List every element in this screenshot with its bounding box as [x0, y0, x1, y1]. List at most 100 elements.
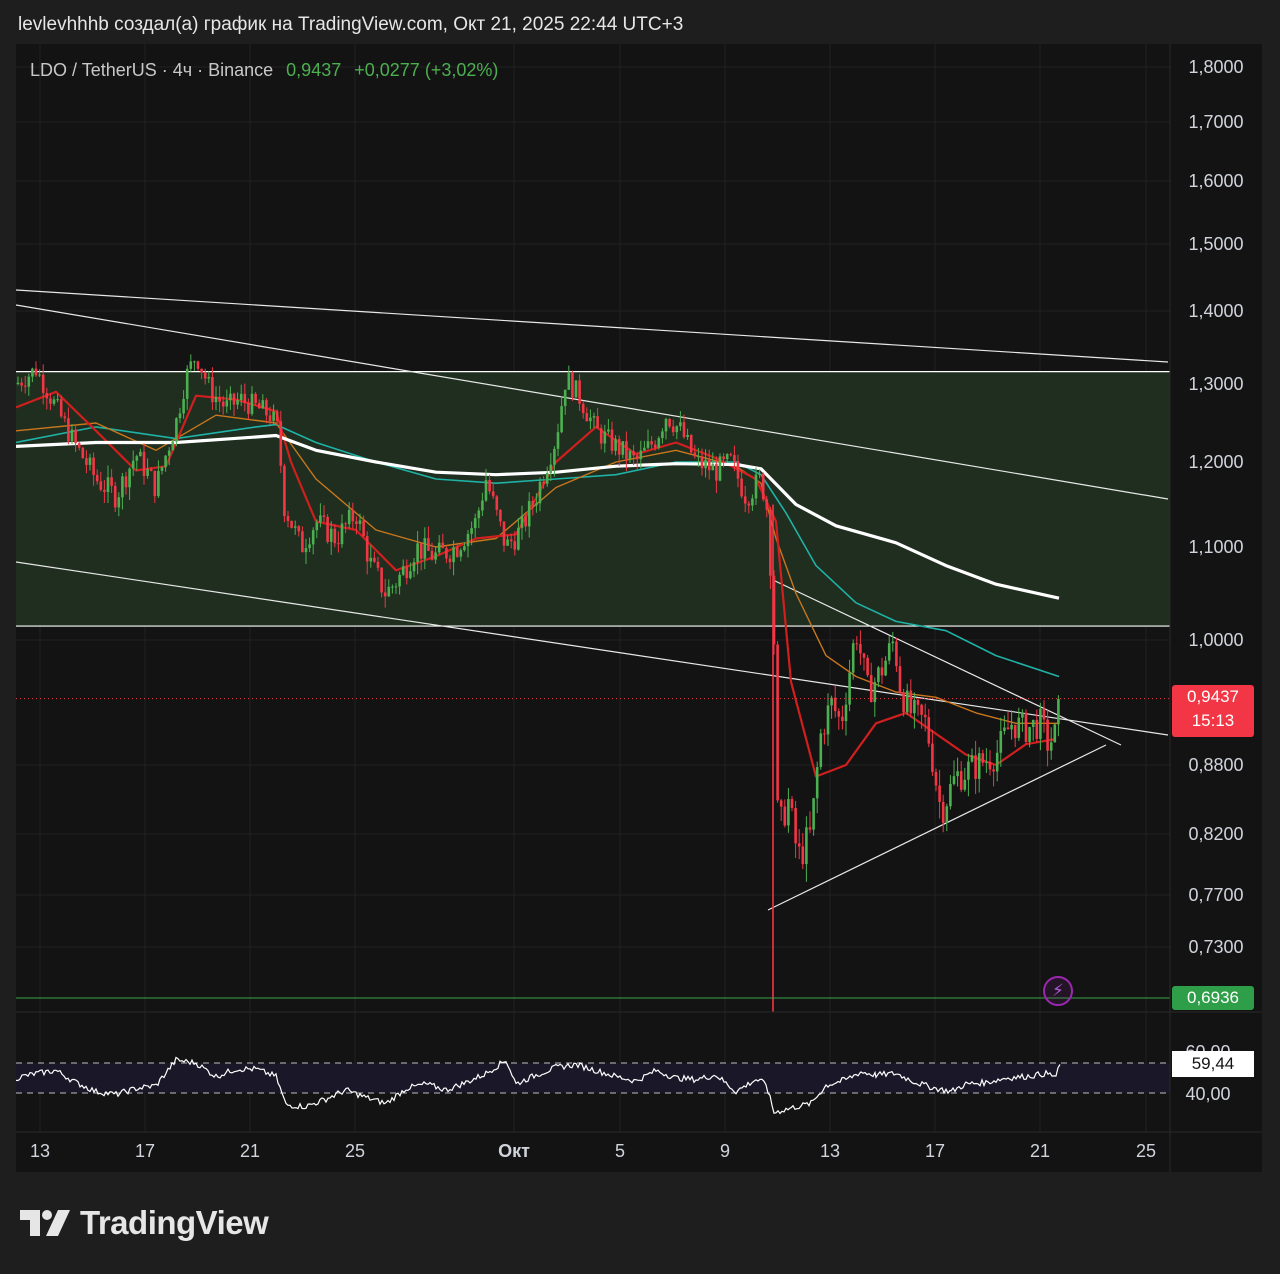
candle-body — [880, 667, 884, 676]
candle-body — [81, 447, 85, 459]
candle-body — [970, 755, 974, 762]
candle-body — [193, 361, 196, 363]
price-tick-label: 1,0000 — [1188, 630, 1243, 650]
last-price-badge: 0,9437 15:13 — [1172, 684, 1254, 737]
flash-icon[interactable]: ⚡ — [1043, 976, 1073, 1006]
candle-body — [139, 451, 142, 457]
candle-body — [1013, 724, 1017, 739]
candle-body — [293, 526, 297, 528]
candle-body — [862, 653, 866, 658]
candle-body — [909, 690, 913, 714]
candle-body — [499, 509, 502, 522]
candle-body — [927, 717, 931, 744]
candle-body — [1039, 708, 1042, 739]
candle-body — [383, 592, 387, 597]
candle-body — [981, 753, 985, 763]
brand[interactable]: TradingView — [20, 1204, 269, 1242]
time-tick-label: 25 — [1136, 1141, 1156, 1161]
candle-body — [1006, 727, 1010, 730]
candle-body — [974, 755, 977, 779]
candle-body — [653, 444, 657, 448]
candle-body — [1028, 726, 1031, 742]
candle-body — [891, 641, 895, 644]
candle-body — [635, 455, 639, 460]
candle-body — [214, 397, 218, 403]
symbol-name: LDO / TetherUS · 4ч · Binance — [30, 60, 274, 80]
candle-body — [272, 411, 275, 421]
price-tick-label: 1,8000 — [1188, 57, 1243, 77]
candle-body — [157, 470, 160, 497]
candle-body — [247, 402, 250, 414]
candle-body — [610, 429, 614, 451]
price-tick-label: 1,2000 — [1188, 452, 1243, 472]
candle-body — [279, 421, 283, 466]
candle-body — [985, 761, 988, 763]
price-chart[interactable]: 1,8000 1,7000 1,6000 1,5000 1,4000 1,3000 1,20… — [16, 44, 1262, 1172]
time-tick-label: Окт — [498, 1141, 530, 1161]
candle-body — [175, 418, 178, 442]
candle-body — [236, 400, 239, 405]
candle-body — [250, 393, 254, 414]
candle-body — [873, 682, 877, 703]
candle-body — [430, 550, 434, 560]
candle-body — [337, 543, 340, 545]
candle-body — [232, 393, 236, 405]
candle-body — [52, 399, 56, 404]
time-tick-label: 25 — [345, 1141, 365, 1161]
candle-body — [409, 571, 412, 579]
candle-body — [178, 413, 182, 419]
candle-body — [459, 550, 463, 557]
chart-frame[interactable]: 1,8000 1,7000 1,6000 1,5000 1,4000 1,3000 1,20… — [16, 44, 1262, 1172]
trendline[interactable] — [16, 289, 1169, 363]
candle-body — [1010, 724, 1013, 730]
candle-body — [715, 463, 718, 481]
candle-body — [934, 772, 938, 786]
candle-body — [722, 456, 725, 460]
candle-body — [578, 380, 581, 404]
candle-body — [661, 431, 664, 439]
candle-body — [369, 557, 373, 562]
candle-body — [59, 399, 63, 417]
candle-body — [686, 434, 689, 438]
candle-body — [527, 501, 531, 527]
trendline[interactable] — [16, 304, 1169, 500]
candle-body — [1035, 719, 1039, 739]
candle-body — [45, 392, 49, 399]
candle-body — [963, 779, 967, 790]
symbol-price: 0,9437 — [286, 60, 342, 80]
candle-body — [131, 460, 135, 469]
candle-body — [671, 426, 675, 433]
candle-body — [319, 515, 322, 523]
candle-body — [567, 372, 571, 390]
candle-body — [675, 426, 679, 433]
time-tick-label: 17 — [135, 1141, 155, 1161]
price-tick-label: 1,6000 — [1188, 171, 1243, 191]
trendline[interactable] — [772, 579, 1122, 746]
candle-body — [823, 733, 826, 735]
candle-body — [614, 439, 617, 451]
candle-body — [812, 798, 815, 830]
candle-body — [920, 704, 923, 715]
candle-body — [20, 382, 23, 386]
candle-body — [1049, 742, 1053, 751]
candle-body — [376, 561, 380, 568]
candle-body — [315, 522, 319, 531]
candle-body — [697, 456, 700, 458]
price-tick-label: 1,7000 — [1188, 112, 1243, 132]
candle-body — [599, 428, 603, 444]
candle-body — [729, 454, 733, 456]
candle-body — [31, 368, 34, 377]
candle-body — [412, 562, 416, 572]
candle-body — [416, 543, 419, 563]
candle-body — [308, 544, 311, 549]
time-tick-label: 21 — [240, 1141, 260, 1161]
candle-body — [513, 541, 517, 550]
candle-body — [538, 481, 542, 504]
candle-body — [743, 496, 747, 504]
candle-body — [1057, 699, 1060, 725]
candle-body — [794, 807, 797, 844]
candle-body — [275, 411, 279, 422]
trendline[interactable] — [767, 744, 1107, 911]
trendline[interactable] — [16, 561, 1169, 736]
candle-body — [988, 761, 992, 770]
